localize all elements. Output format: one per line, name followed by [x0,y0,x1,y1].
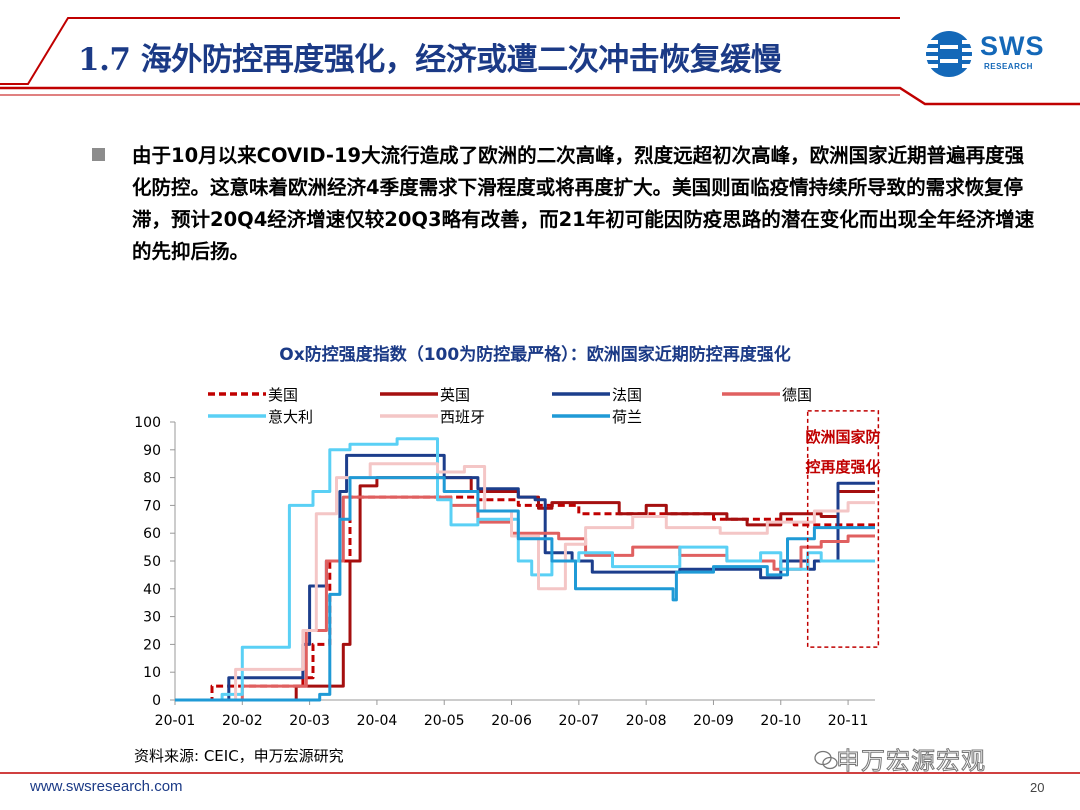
header-bottom-line [0,86,1080,106]
x-tick-label: 20-08 [626,713,667,729]
annotation-text: 欧洲国家防 [806,428,881,446]
x-tick-label: 20-02 [222,713,263,729]
legend-label-荷兰: 荷兰 [612,408,642,426]
legend-label-西班牙: 西班牙 [440,408,485,426]
annotation-box [806,410,880,648]
series-line-德国 [175,495,875,702]
chart-axes: 0 10 20 30 40 50 60 70 80 90 100 20-01 20-02 20-03 20-… [134,415,875,729]
sws-logo: SWS RESEARCH [924,28,1064,80]
x-tick-label: 20-11 [828,713,869,729]
y-tick-label: 90 [143,443,161,459]
y-tick-label: 0 [152,693,161,709]
legend-label-英国: 英国 [440,386,470,404]
page-number: 20 [1030,780,1045,795]
x-tick-label: 20-05 [424,713,465,729]
bullet-square-icon [92,148,105,161]
legend-label-德国: 德国 [782,386,812,404]
watermark: 申万宏源宏观 [836,747,986,776]
chart-series-group [175,437,875,702]
header-top-line [0,17,900,85]
annotation-text: 控再度强化 [806,458,881,476]
y-tick-label: 10 [143,665,161,681]
series-line-荷兰 [175,476,875,702]
legend-label-美国: 美国 [268,386,298,404]
series-line-法国 [175,453,875,702]
y-tick-label: 100 [134,415,161,431]
legend-label-法国: 法国 [612,386,642,404]
y-tick-label: 60 [143,526,161,542]
y-tick-label: 20 [143,637,161,653]
x-tick-label: 20-03 [289,713,330,729]
x-tick-label: 20-01 [155,713,196,729]
series-line-西班牙 [175,462,875,702]
logo-subtext: RESEARCH [984,62,1033,71]
x-tick-label: 20-09 [693,713,734,729]
logo-text: SWS [980,31,1045,61]
chart-title: Ox防控强度指数（100为防控最严格）：欧洲国家近期防控再度强化 [279,344,790,365]
x-tick-label: 20-04 [357,713,398,729]
y-tick-label: 70 [143,498,161,514]
x-tick-label: 20-06 [491,713,532,729]
y-tick-label: 30 [143,610,161,626]
y-tick-label: 40 [143,582,161,598]
x-tick-label: 20-10 [760,713,801,729]
header-decoration [0,17,1080,106]
footer-url[interactable]: www.swsresearch.com [30,778,183,795]
wechat-icon [814,750,838,770]
y-tick-label: 80 [143,471,161,487]
legend-label-意大利: 意大利 [268,408,313,426]
bullet-text: 由于10月以来COVID-19大流行造成了欧洲的二次高峰，烈度远超初次高峰，欧洲… [132,144,1035,263]
sws-logo-icon [926,31,972,77]
y-tick-label: 50 [143,554,161,570]
x-tick-label: 20-07 [559,713,600,729]
slide-title: 1.7 海外防控再度强化，经济或遭二次冲击恢复缓慢 [78,42,782,78]
source-note: 资料来源: CEIC，申万宏源研究 [134,747,344,765]
